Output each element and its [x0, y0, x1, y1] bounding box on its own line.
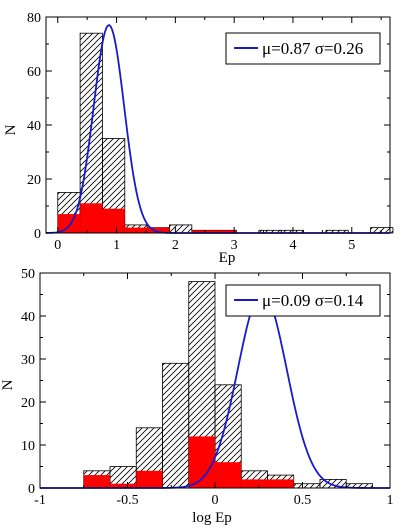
highlight-bar [241, 479, 268, 488]
y-tick-label: 40 [21, 310, 35, 325]
legend-label-log-ep: μ=0.09 σ=0.14 [262, 291, 364, 310]
y-tick-label: 40 [27, 119, 41, 134]
highlight-bar [110, 483, 137, 488]
highlight-bar [214, 230, 237, 233]
x-axis-label-log-ep: log Ep [192, 510, 232, 526]
highlight-bar [57, 214, 81, 233]
highlight-bar [215, 462, 242, 488]
highlight-bar [80, 203, 103, 233]
x-tick-label: 1 [113, 238, 120, 253]
x-tick-label: 2 [172, 238, 179, 253]
y-tick-label: 20 [21, 396, 35, 411]
x-tick-label: -0.5 [116, 493, 138, 508]
y-tick-label: 60 [27, 65, 41, 80]
y-axis-label-ep: N [3, 124, 19, 135]
highlight-bar [267, 479, 294, 488]
total-bar [293, 483, 321, 489]
y-tick-label: 0 [34, 227, 41, 242]
highlight-bar [102, 208, 125, 233]
y-tick-label: 80 [27, 11, 41, 26]
x-tick-label: 4 [289, 238, 296, 253]
y-axis-label-log-ep: N [0, 379, 16, 390]
x-tick-label: 0.5 [294, 493, 312, 508]
x-axis-label-ep: Ep [219, 250, 236, 266]
plot-area-ep: 0 1 2 3 4 5 0 20 40 60 80 [27, 11, 394, 253]
highlight-bar [191, 230, 215, 233]
x-tick-label: 1 [387, 493, 394, 508]
total-bar [169, 224, 193, 234]
x-tick-label: 0 [212, 493, 219, 508]
legend-log-ep: μ=0.09 σ=0.14 [225, 284, 381, 317]
x-tick-label: -1 [34, 493, 46, 508]
highlight-bar [147, 227, 170, 233]
highlight-bar [136, 470, 163, 488]
x-tick-label: 5 [348, 238, 355, 253]
y-tick-label: 30 [21, 353, 35, 368]
total-bar [162, 362, 190, 489]
x-tick-label: 0 [54, 238, 61, 253]
legend-ep: μ=0.87 σ=0.26 [225, 32, 381, 65]
highlight-bar [188, 436, 215, 488]
highlight-bar [83, 475, 110, 488]
highlight-bar [124, 227, 148, 233]
y-tick-label: 0 [28, 482, 35, 497]
histogram-ep-panel: 0 1 2 3 4 5 0 20 40 60 80 Ep N μ=0.87 σ=0.26 [3, 11, 394, 266]
y-tick-label: 50 [21, 267, 35, 282]
y-tick-label: 10 [21, 439, 35, 454]
legend-label-ep: μ=0.87 σ=0.26 [262, 39, 363, 58]
y-tick-label: 20 [27, 173, 41, 188]
x-tick-label: 3 [231, 238, 238, 253]
